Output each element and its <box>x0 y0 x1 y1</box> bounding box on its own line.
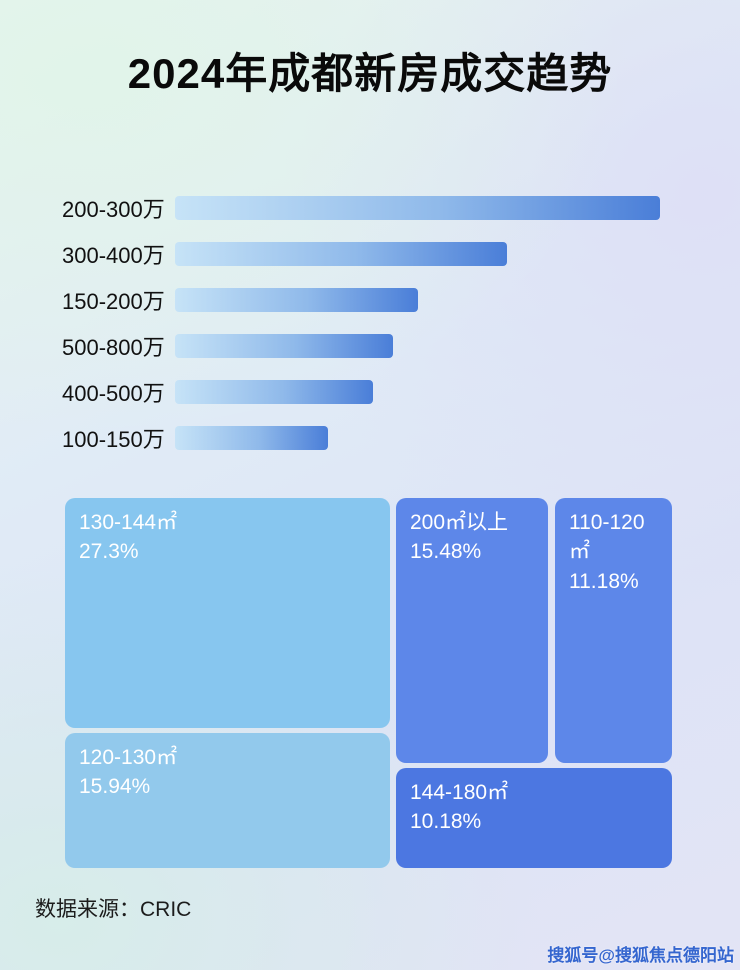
area-treemap: 130-144㎡ 27.3% 120-130㎡ 15.94% 200㎡以上 15… <box>65 498 672 868</box>
block-percent: 11.18% <box>569 569 639 593</box>
block-label: 110-120㎡ <box>569 511 645 564</box>
block-label: 144-180㎡ <box>410 781 509 804</box>
bar-track <box>175 334 670 358</box>
bar-label: 400-500万 <box>62 381 165 406</box>
bar <box>175 242 507 266</box>
block-percent: 10.18% <box>410 810 482 834</box>
bar <box>175 196 661 220</box>
treemap-block: 130-144㎡ 27.3% <box>65 498 390 728</box>
bar-row: 400-500万 <box>62 369 740 415</box>
block-label: 120-130㎡ <box>79 746 178 769</box>
block-label: 130-144㎡ <box>79 511 178 534</box>
bar-track <box>175 380 670 404</box>
watermark: 搜狐号@搜狐焦点德阳站 <box>547 946 734 965</box>
bar <box>175 426 329 450</box>
bar-row: 200-300万 <box>62 185 740 231</box>
treemap-block: 200㎡以上 15.48% <box>396 498 548 763</box>
bar <box>175 380 373 404</box>
bar-track <box>175 288 670 312</box>
bar-row: 100-150万 <box>62 415 740 461</box>
bar-track <box>175 196 670 220</box>
treemap-block: 120-130㎡ 15.94% <box>65 733 390 868</box>
bar-label: 500-800万 <box>62 335 165 360</box>
bar <box>175 288 418 312</box>
block-percent: 15.94% <box>79 775 151 799</box>
bar-label: 100-150万 <box>62 427 165 452</box>
block-label: 200㎡以上 <box>410 511 509 534</box>
bar-track <box>175 242 670 266</box>
bar-row: 300-400万 <box>62 231 740 277</box>
bar-label: 200-300万 <box>62 197 165 222</box>
page-title: 2024年成都新房成交趋势 <box>127 50 613 97</box>
bar-label: 150-200万 <box>62 289 165 314</box>
block-percent: 27.3% <box>79 540 139 564</box>
treemap-block: 110-120㎡ 11.18% <box>555 498 672 763</box>
price-bar-chart: 200-300万 300-400万 150-200万 500-800万 400-… <box>62 185 740 461</box>
bar <box>175 334 393 358</box>
block-percent: 15.48% <box>410 540 482 564</box>
bar-row: 500-800万 <box>62 323 740 369</box>
treemap-block: 144-180㎡ 10.18% <box>396 768 672 868</box>
bar-track <box>175 426 670 450</box>
bar-row: 150-200万 <box>62 277 740 323</box>
bar-label: 300-400万 <box>62 243 165 268</box>
data-source: 数据来源：CRIC <box>35 898 192 921</box>
